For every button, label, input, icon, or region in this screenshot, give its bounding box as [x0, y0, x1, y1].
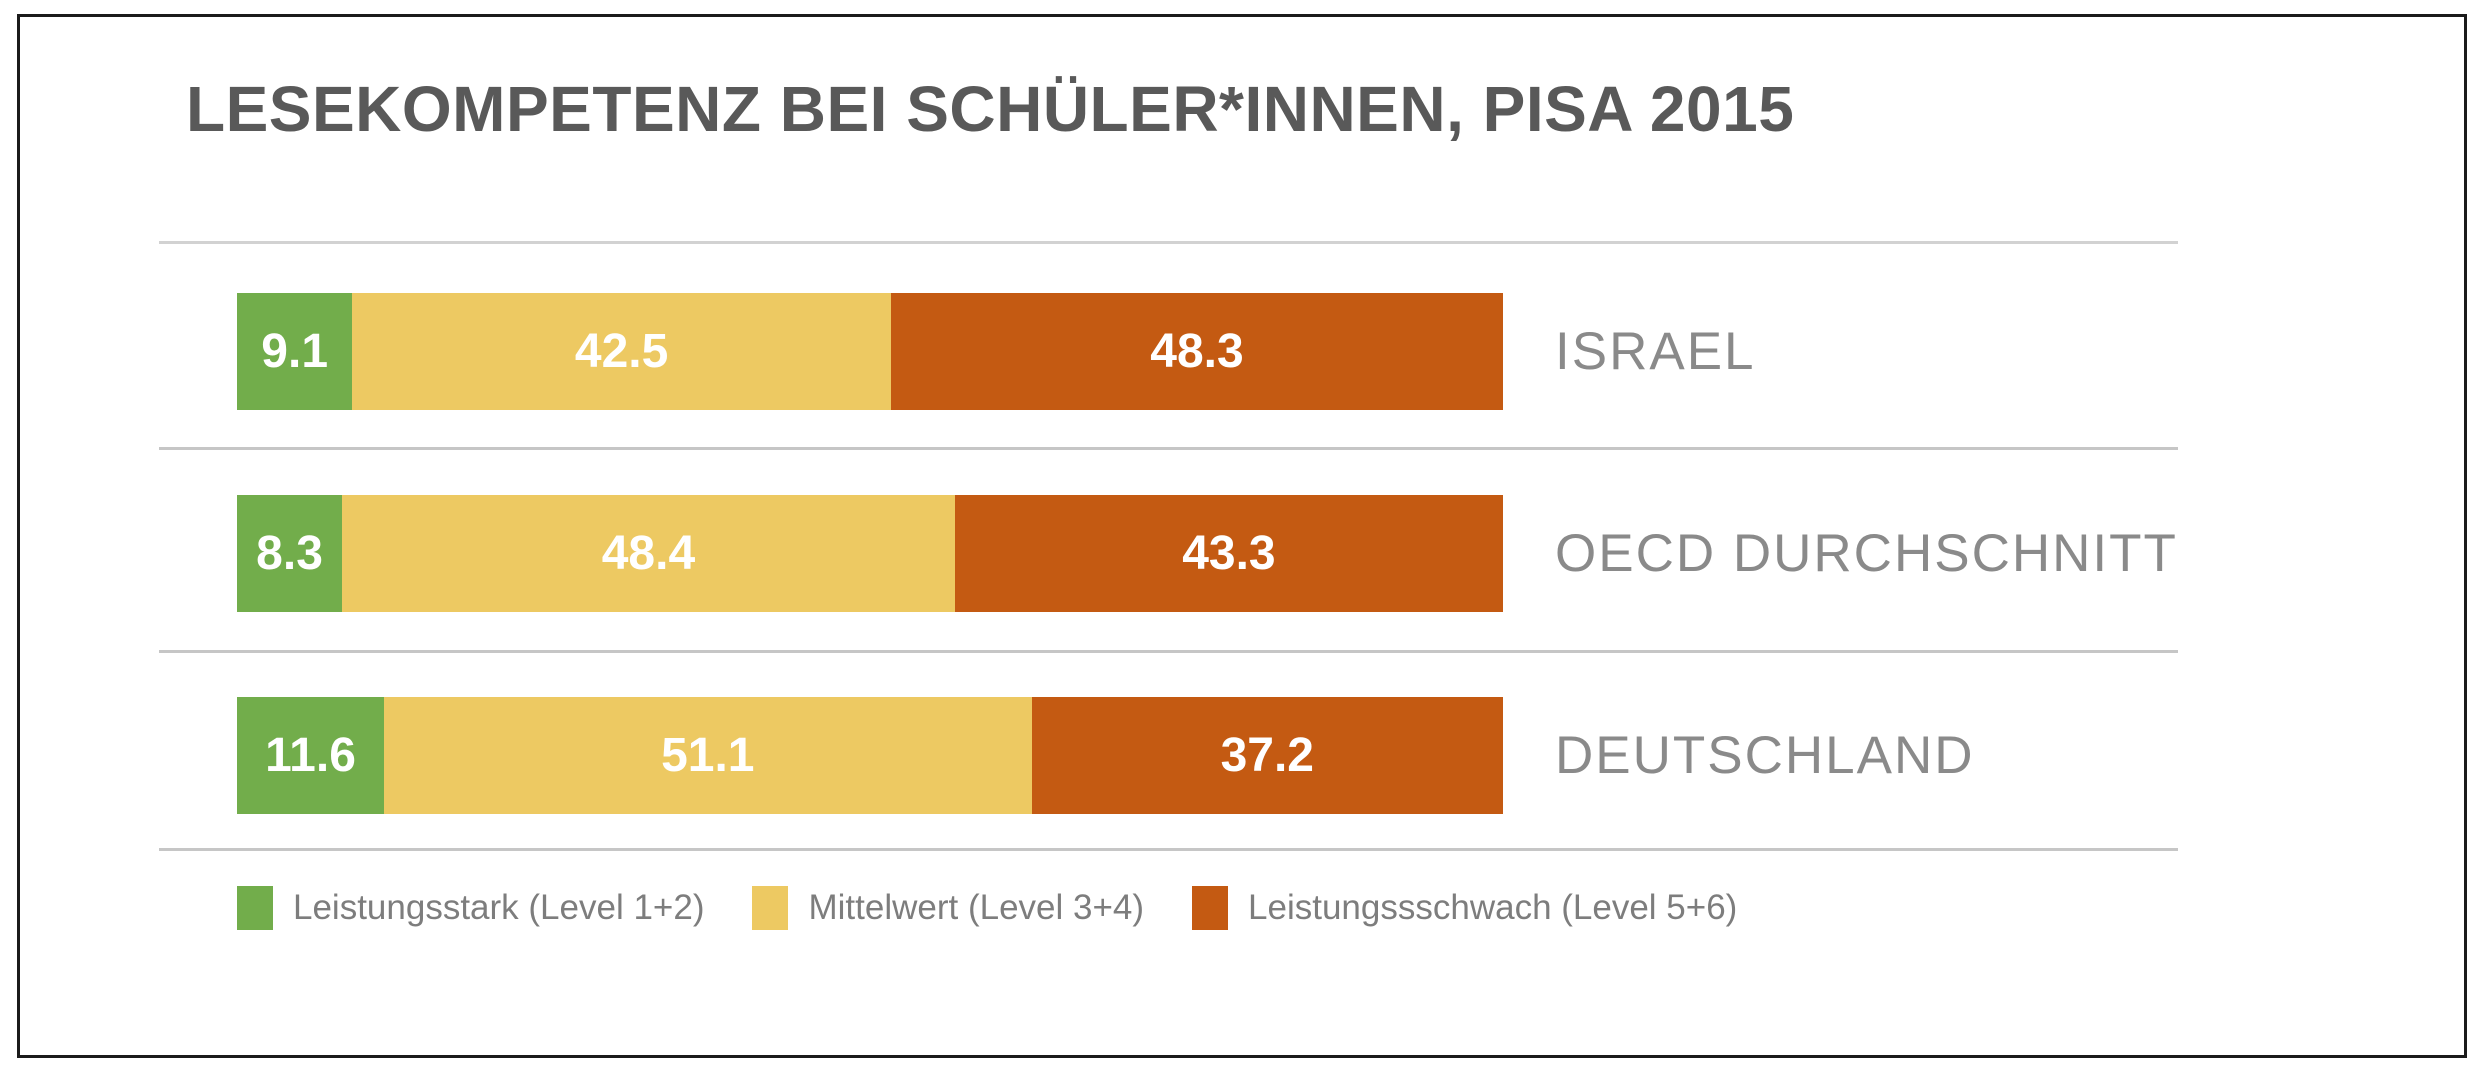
category-label-deutschland: DEUTSCHLAND: [1555, 726, 1975, 785]
category-label-oecd: OECD DURCHSCHNITT: [1555, 524, 2178, 583]
segment-value-label: 51.1: [661, 729, 755, 782]
category-label-israel: ISRAEL: [1555, 322, 1756, 381]
bar-segment-leistungsstark: 11.6: [237, 697, 384, 814]
segment-value-label: 43.3: [1182, 527, 1276, 580]
segment-value-label: 48.4: [601, 527, 696, 580]
bar-segment-leistungsschwach: 37.2: [1031, 697, 1503, 814]
legend-swatch-yellow: [752, 886, 789, 930]
stacked-bar: 8.3 48.4 43.3: [237, 495, 1503, 612]
bar-segment-leistungsstark: 8.3: [237, 495, 343, 612]
separator-line-mid-1: [159, 447, 2178, 450]
bar-segment-mittelwert: 48.4: [342, 495, 955, 612]
separator-line-top: [159, 241, 2178, 244]
bar-segment-leistungsschwach: 43.3: [954, 495, 1503, 612]
segment-value-label: 37.2: [1220, 729, 1314, 782]
bar-row-oecd: 8.3 48.4 43.3 OECD DURCHSCHNITT: [237, 495, 2178, 612]
bar-segment-mittelwert: 42.5: [352, 293, 891, 410]
outer-border-frame: [17, 14, 2467, 1058]
legend-swatch-green: [237, 886, 273, 930]
legend-label: Mittelwert (Level 3+4): [808, 888, 1145, 927]
legend-swatch-orange: [1192, 886, 1229, 930]
separator-line-bottom: [159, 848, 2178, 851]
bar-row-israel: 9.1 42.5 48.3 ISRAEL: [237, 293, 1756, 410]
bar-segment-leistungsschwach: 48.3: [890, 293, 1504, 410]
legend-item-leistungsschwach: Leistungssschwach (Level 5+6): [1192, 886, 1737, 930]
legend-label: Leistungsstark (Level 1+2): [293, 888, 705, 927]
legend-label: Leistungssschwach (Level 5+6): [1248, 888, 1738, 927]
stacked-bar: 11.6 51.1 37.2: [237, 697, 1503, 814]
segment-value-label: 8.3: [256, 527, 323, 580]
segment-value-label: 11.6: [265, 729, 356, 782]
bar-segment-mittelwert: 51.1: [384, 697, 1032, 814]
segment-value-label: 42.5: [574, 325, 669, 378]
bar-row-deutschland: 11.6 51.1 37.2 DEUTSCHLAND: [237, 697, 1975, 814]
chart-title: LESEKOMPETENZ BEI SCHÜLER*INNEN, PISA 20…: [186, 73, 1795, 145]
bar-segment-leistungsstark: 9.1: [237, 293, 353, 410]
segment-value-label: 48.3: [1150, 325, 1244, 378]
segment-value-label: 9.1: [261, 325, 329, 378]
legend: Leistungsstark (Level 1+2) Mittelwert (L…: [237, 886, 1737, 930]
legend-item-mittelwert: Mittelwert (Level 3+4): [752, 886, 1144, 930]
stacked-bar: 9.1 42.5 48.3: [237, 293, 1504, 410]
separator-line-mid-2: [159, 650, 2178, 653]
legend-item-leistungsstark: Leistungsstark (Level 1+2): [237, 886, 704, 930]
